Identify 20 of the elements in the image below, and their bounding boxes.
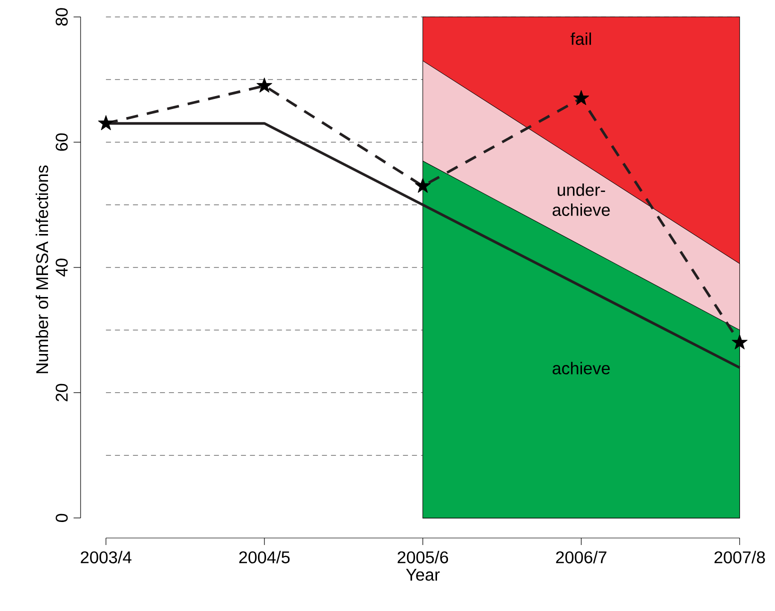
x-tick-label: 2005/6 <box>398 550 448 564</box>
y-tick-label: 80 <box>56 8 68 26</box>
point <box>98 115 114 130</box>
series-label: achieve <box>552 362 610 374</box>
y-axis-title: Number of MRSA infections <box>36 165 48 374</box>
series-label: under-achieve <box>552 183 610 216</box>
y-tick-label: 40 <box>56 258 68 277</box>
x-tick-label: 2006/7 <box>556 550 606 564</box>
point <box>414 178 431 193</box>
x-axis-title: Year <box>406 568 440 581</box>
x-tick-label: 2007/8 <box>714 550 765 564</box>
point <box>573 90 590 106</box>
x-tick-label: 2003/4 <box>80 550 132 564</box>
series-label: fail <box>570 32 591 45</box>
point <box>256 78 272 93</box>
y-tick-label: 60 <box>56 133 68 151</box>
y-tick-label: 0 <box>56 514 68 522</box>
x-tick-label: 2004/5 <box>239 550 290 564</box>
point <box>732 334 748 350</box>
y-tick-label: 20 <box>56 384 68 402</box>
